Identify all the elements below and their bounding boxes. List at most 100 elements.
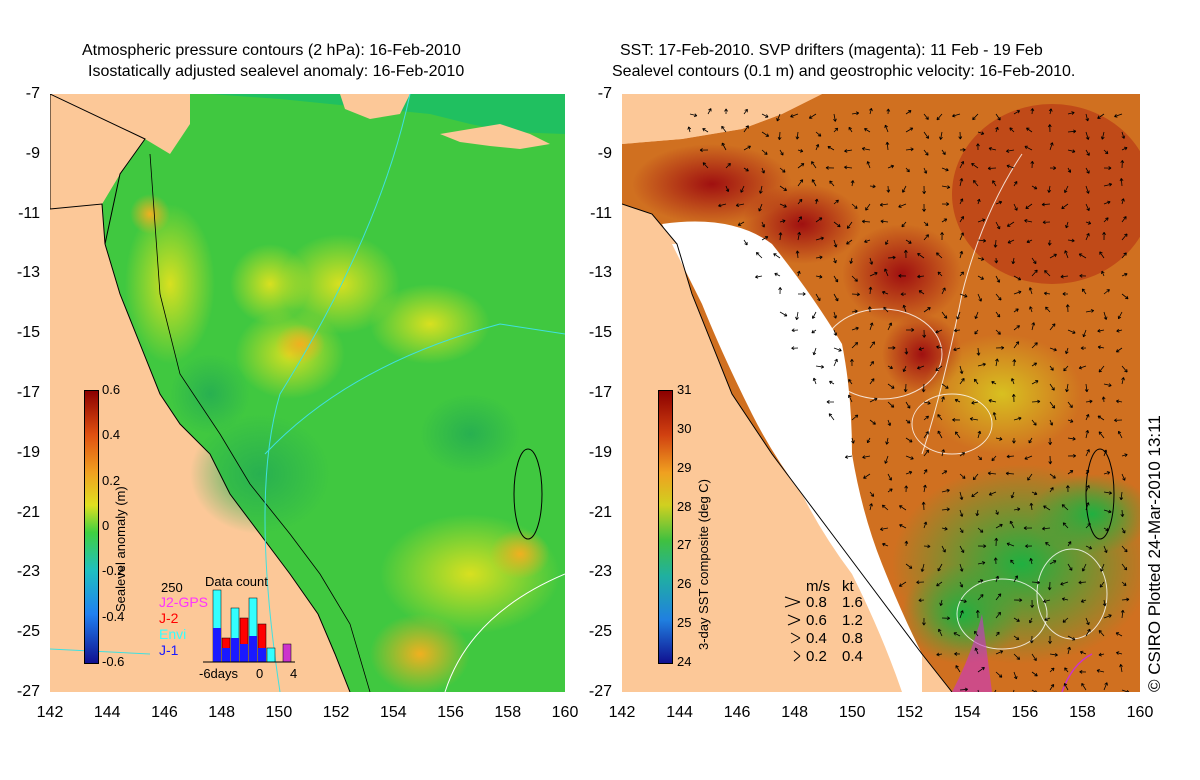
y-tick-label: -7 (25, 85, 40, 102)
velocity-arrow (987, 166, 997, 171)
velocity-arrow (759, 185, 763, 194)
velocity-arrow (1097, 415, 1105, 421)
velocity-legend-ms: 0.6 (806, 612, 827, 629)
velocity-arrow (898, 203, 907, 208)
velocity-arrow (905, 147, 914, 152)
velocity-arrow (1096, 669, 1105, 673)
velocity-arrow (881, 504, 889, 511)
velocity-arrow (995, 329, 1001, 335)
velocity-arrow (1121, 597, 1130, 602)
velocity-arrow (761, 236, 769, 241)
velocity-arrow (1114, 113, 1123, 118)
velocity-arrow (755, 252, 763, 259)
velocity-arrow (880, 527, 889, 531)
velocity-arrow (1043, 291, 1051, 296)
velocity-arrow (867, 306, 872, 313)
velocity-arrow (1043, 505, 1051, 511)
velocity-arrow (1103, 527, 1109, 532)
velocity-arrow (1121, 198, 1125, 205)
velocity-arrow (1085, 469, 1090, 475)
y-tick-label: -13 (588, 264, 612, 282)
velocity-arrow (863, 473, 871, 479)
velocity-arrow (1007, 239, 1015, 244)
velocity-arrow (1097, 113, 1105, 119)
colorbar-tick-label: 27 (677, 537, 692, 553)
velocity-arrow (1031, 399, 1041, 404)
velocity-arrow (971, 491, 979, 498)
velocity-arrow (905, 239, 912, 244)
velocity-arrow (1084, 383, 1089, 393)
velocity-arrow (1103, 449, 1108, 457)
velocity-arrow (864, 128, 871, 133)
velocity-arrow (1120, 609, 1125, 619)
velocity-arrow (795, 311, 799, 321)
velocity-arrow (1079, 273, 1087, 278)
velocity-arrow (758, 203, 763, 212)
velocity-arrow (959, 271, 964, 277)
x-tick-label: 154 (379, 704, 407, 721)
velocity-arrow (851, 342, 859, 349)
data-count-legend-item: J-2 (159, 610, 179, 626)
velocity-arrow (923, 521, 928, 529)
x-tick-label: 158 (494, 704, 522, 721)
velocity-arrow (1060, 581, 1069, 586)
velocity-arrow (815, 293, 821, 302)
velocity-arrow (1116, 328, 1123, 333)
velocity-arrow (974, 630, 979, 637)
velocity-arrow (883, 306, 889, 313)
velocity-arrow (1010, 559, 1015, 565)
velocity-arrow (991, 455, 997, 462)
velocity-arrow (795, 131, 800, 140)
velocity-arrow (903, 249, 908, 259)
velocity-arrow (1062, 617, 1069, 623)
velocity-arrow (790, 113, 799, 118)
velocity-arrow (905, 401, 911, 409)
velocity-arrow (1085, 167, 1090, 174)
velocity-arrow (1013, 617, 1020, 622)
velocity-arrow (725, 163, 731, 169)
velocity-arrow (953, 347, 961, 352)
velocity-arrow (808, 113, 817, 119)
velocity-arrow (959, 563, 964, 572)
velocity-arrow (1079, 650, 1087, 655)
velocity-arrow (977, 455, 982, 461)
velocity-arrow (1024, 145, 1033, 151)
velocity-arrow (1064, 667, 1069, 673)
data-count-xlabel-end: 4 (290, 666, 298, 681)
velocity-arrow (991, 381, 997, 385)
velocity-arrow (959, 365, 964, 374)
velocity-arrow (1047, 185, 1052, 193)
velocity-arrow (761, 113, 769, 118)
velocity-arrow (778, 287, 783, 295)
velocity-arrow (923, 431, 929, 439)
velocity-arrow (1026, 239, 1033, 244)
velocity-arrow (1031, 671, 1038, 677)
velocity-arrow (833, 347, 842, 352)
velocity-arrow (689, 113, 698, 118)
velocity-arrow (976, 143, 980, 151)
velocity-arrow (1081, 682, 1087, 691)
right-sst-map[interactable] (622, 94, 1140, 692)
x-tick-label: 160 (1126, 704, 1154, 721)
velocity-arrow (977, 430, 982, 439)
velocity-arrow (1044, 270, 1051, 277)
velocity-arrow (761, 149, 768, 155)
velocity-arrow (959, 198, 964, 205)
velocity-arrow (826, 400, 835, 404)
data-count-xlabel-start: -6days (199, 666, 239, 681)
velocity-arrow (1060, 274, 1069, 279)
left-sealevel-map[interactable] (50, 94, 565, 692)
velocity-arrow (974, 647, 979, 655)
velocity-arrow (869, 322, 874, 331)
velocity-arrow (833, 239, 838, 248)
right-colorbar-label: 3-day SST composite (deg C) (696, 479, 711, 650)
velocity-arrow (953, 328, 961, 333)
velocity-arrow (1115, 632, 1123, 637)
velocity-arrow (1079, 670, 1087, 674)
velocity-arrow (1085, 149, 1090, 156)
velocity-arrow (1085, 628, 1091, 637)
velocity-arrow (1011, 393, 1016, 403)
velocity-arrow (1103, 217, 1109, 223)
velocity-arrow (1102, 599, 1107, 607)
velocity-arrow (994, 689, 997, 692)
